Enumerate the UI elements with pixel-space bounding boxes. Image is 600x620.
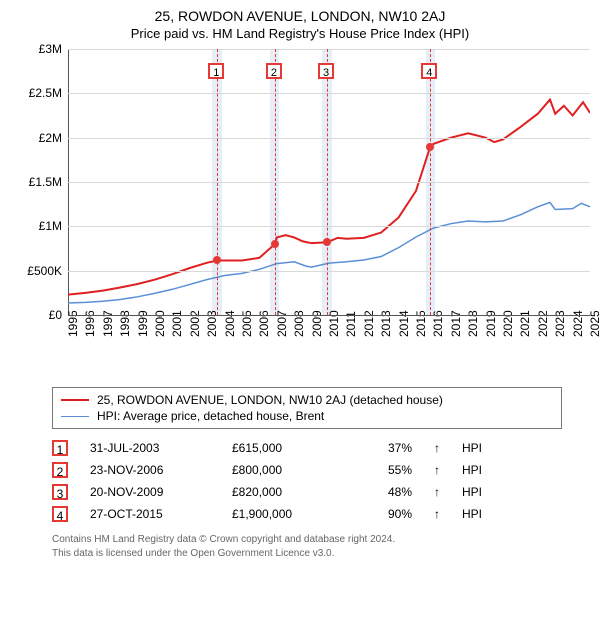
up-arrow-icon: ↑ xyxy=(434,463,440,477)
transaction-date: 27-OCT-2015 xyxy=(90,507,210,521)
up-arrow-icon: ↑ xyxy=(434,485,440,499)
chart-legend: 25, ROWDON AVENUE, LONDON, NW10 2AJ (det… xyxy=(52,387,562,429)
transaction-percent: 55% xyxy=(364,463,412,477)
x-axis-labels: 1995199619971998199920002001200220032004… xyxy=(68,319,590,365)
series-blue xyxy=(68,202,590,303)
footer-line-2: This data is licensed under the Open Gov… xyxy=(52,547,590,561)
transaction-price: £800,000 xyxy=(232,463,342,477)
gridline xyxy=(68,138,590,139)
y-tick-label: £1.5M xyxy=(29,175,62,189)
transaction-price: £615,000 xyxy=(232,441,342,455)
transaction-row: 3 20-NOV-2009 £820,000 48% ↑ HPI xyxy=(52,481,562,503)
up-arrow-icon: ↑ xyxy=(434,441,440,455)
y-tick-label: £0 xyxy=(49,308,62,322)
legend-row: 25, ROWDON AVENUE, LONDON, NW10 2AJ (det… xyxy=(61,392,553,408)
transaction-row: 2 23-NOV-2006 £800,000 55% ↑ HPI xyxy=(52,459,562,481)
y-tick-label: £1M xyxy=(39,219,62,233)
marker-dot xyxy=(271,240,279,248)
marker-line xyxy=(217,49,218,315)
transaction-number: 4 xyxy=(52,506,68,522)
y-tick-label: £500K xyxy=(27,264,62,278)
chart-title: 25, ROWDON AVENUE, LONDON, NW10 2AJ xyxy=(10,8,590,24)
transaction-number: 3 xyxy=(52,484,68,500)
gridline xyxy=(68,226,590,227)
marker-dot xyxy=(213,256,221,264)
legend-swatch xyxy=(61,416,89,417)
legend-label: 25, ROWDON AVENUE, LONDON, NW10 2AJ (det… xyxy=(97,393,443,407)
transaction-row: 1 31-JUL-2003 £615,000 37% ↑ HPI xyxy=(52,437,562,459)
y-tick-label: £3M xyxy=(39,42,62,56)
transaction-price: £820,000 xyxy=(232,485,342,499)
transaction-row: 4 27-OCT-2015 £1,900,000 90% ↑ HPI xyxy=(52,503,562,525)
transaction-ref: HPI xyxy=(462,441,482,455)
transaction-percent: 90% xyxy=(364,507,412,521)
transaction-date: 23-NOV-2006 xyxy=(90,463,210,477)
legend-swatch xyxy=(61,399,89,401)
gridline xyxy=(68,182,590,183)
footer-line-1: Contains HM Land Registry data © Crown c… xyxy=(52,533,590,547)
marker-number-box: 2 xyxy=(266,63,282,79)
transaction-ref: HPI xyxy=(462,507,482,521)
marker-line xyxy=(327,49,328,315)
series-red xyxy=(68,100,590,295)
transaction-table: 1 31-JUL-2003 £615,000 37% ↑ HPI 2 23-NOV-2006 £… xyxy=(52,437,562,525)
legend-label: HPI: Average price, detached house, Bren… xyxy=(97,409,324,423)
transaction-ref: HPI xyxy=(462,463,482,477)
gridline xyxy=(68,93,590,94)
transaction-number: 2 xyxy=(52,462,68,478)
marker-line xyxy=(275,49,276,315)
transaction-price: £1,900,000 xyxy=(232,507,342,521)
footer-attribution: Contains HM Land Registry data © Crown c… xyxy=(52,533,590,560)
marker-dot xyxy=(323,238,331,246)
marker-number-box: 1 xyxy=(208,63,224,79)
transaction-ref: HPI xyxy=(462,485,482,499)
marker-number-box: 3 xyxy=(318,63,334,79)
y-tick-label: £2M xyxy=(39,131,62,145)
gridline xyxy=(68,49,590,50)
chart-container: 25, ROWDON AVENUE, LONDON, NW10 2AJ Pric… xyxy=(0,0,600,566)
gridline xyxy=(68,271,590,272)
transaction-percent: 37% xyxy=(364,441,412,455)
chart-subtitle: Price paid vs. HM Land Registry's House … xyxy=(10,26,590,41)
transaction-date: 31-JUL-2003 xyxy=(90,441,210,455)
legend-row: HPI: Average price, detached house, Bren… xyxy=(61,408,553,424)
chart-plot-area: 1995199619971998199920002001200220032004… xyxy=(30,49,590,339)
marker-dot xyxy=(426,143,434,151)
y-tick-label: £2.5M xyxy=(29,86,62,100)
marker-number-box: 4 xyxy=(421,63,437,79)
gridline xyxy=(68,315,590,316)
transaction-number: 1 xyxy=(52,440,68,456)
transaction-date: 20-NOV-2009 xyxy=(90,485,210,499)
up-arrow-icon: ↑ xyxy=(434,507,440,521)
transaction-percent: 48% xyxy=(364,485,412,499)
marker-line xyxy=(430,49,431,315)
